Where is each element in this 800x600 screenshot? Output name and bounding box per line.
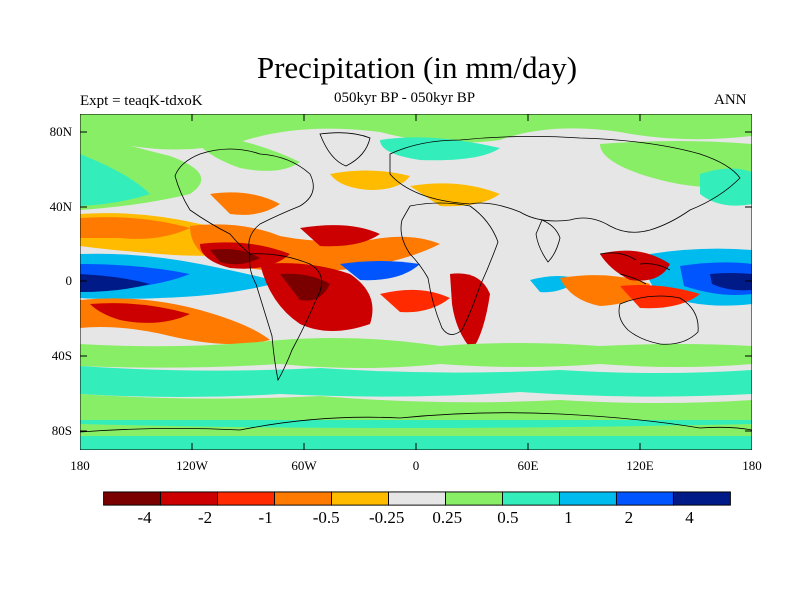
lat-label-80n: 80N: [49, 124, 72, 139]
colorbar-box: [615, 491, 674, 506]
colorbar-box: [217, 491, 276, 506]
lon-label-0: 0: [412, 458, 420, 473]
colorbar-label: 4: [685, 508, 694, 527]
plot-title: Precipitation (in mm/day): [256, 50, 578, 85]
colorbar-box: [558, 491, 617, 506]
colorbar-label: 0.25: [432, 508, 463, 527]
precipitation-map: [80, 114, 752, 450]
colorbar-label: -1: [258, 508, 273, 527]
colorbar-box: [672, 491, 731, 506]
colorbar-label: 0.5: [497, 508, 519, 527]
colorbar: [103, 491, 731, 506]
colorbar-label: -4: [137, 508, 152, 527]
colorbar-label: -2: [197, 508, 213, 527]
lon-label-60e: 60E: [517, 458, 539, 473]
lat-label-80s: 80S: [51, 423, 72, 438]
colorbar-box: [103, 491, 162, 506]
experiment-label: Expt = teaqK-tdxoK: [80, 93, 203, 109]
colorbar-label: -0.5: [312, 508, 340, 527]
colorbar-box: [274, 491, 332, 506]
colorbar-box: [331, 491, 389, 506]
lat-label-0: 0: [65, 273, 73, 288]
colorbar-box: [502, 491, 560, 506]
colorbar-label: 2: [624, 508, 634, 527]
lon-label-180-left: 180: [70, 458, 90, 473]
colorbar-box: [388, 491, 446, 506]
season-label: ANN: [714, 92, 747, 108]
lon-label-120w: 120W: [176, 458, 208, 473]
time-range-subtitle: 050kyr BP - 050kyr BP: [334, 90, 476, 106]
colorbar-label: 1: [564, 508, 573, 527]
colorbar-box: [160, 491, 219, 506]
lat-label-40n: 40N: [49, 199, 72, 214]
colorbar-label: -0.25: [369, 508, 405, 527]
lon-label-120e: 120E: [626, 458, 654, 473]
lon-label-60w: 60W: [291, 458, 317, 473]
colorbar-box: [445, 491, 503, 506]
lon-label-180-right: 180: [742, 458, 762, 473]
lat-label-40s: 40S: [51, 348, 72, 363]
